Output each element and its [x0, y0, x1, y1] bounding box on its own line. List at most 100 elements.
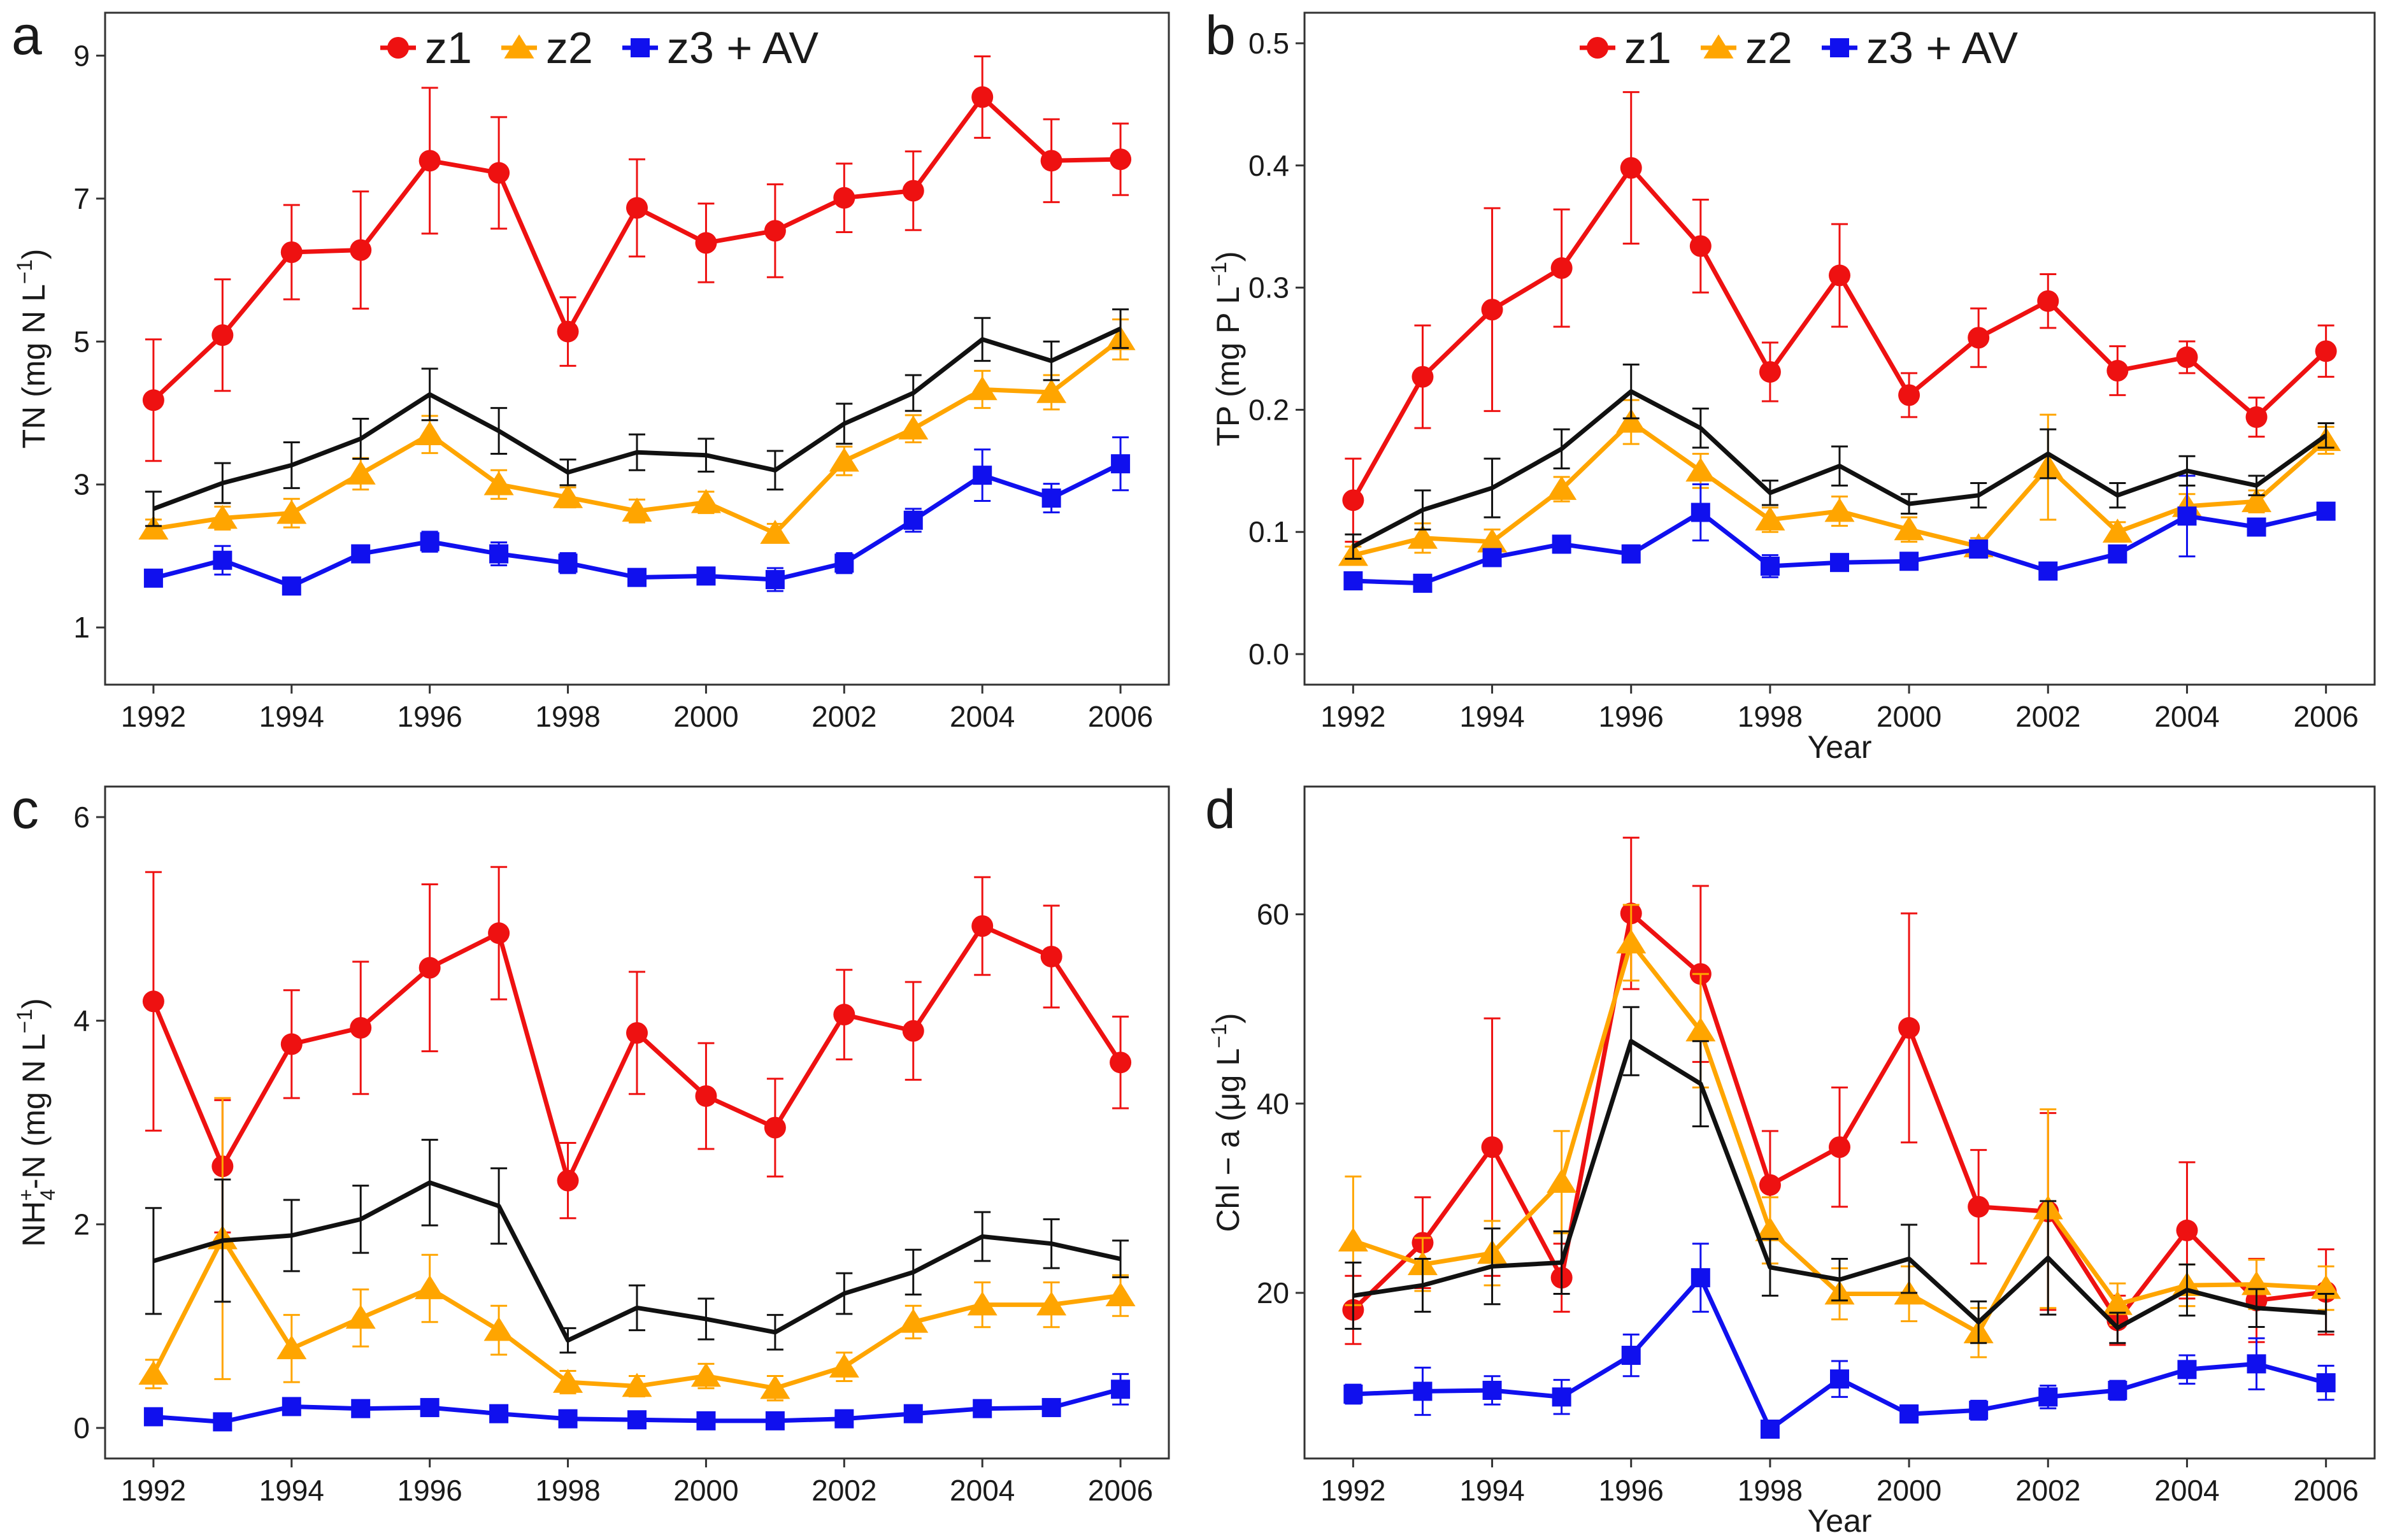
series-line — [1352, 1039, 2326, 1330]
y-tick-label: 0.1 — [1248, 515, 1289, 548]
data-point — [1407, 524, 1438, 549]
data-point — [2176, 346, 2198, 368]
x-tick-label: 1996 — [1599, 700, 1664, 733]
legend-label: z2 — [546, 23, 593, 73]
data-point — [695, 232, 717, 254]
data-point — [2106, 360, 2129, 382]
x-tick-label: 2000 — [673, 1474, 738, 1507]
data-point — [2315, 340, 2337, 362]
legend-marker — [631, 38, 650, 57]
data-point — [971, 86, 994, 108]
x-tick-label: 2004 — [2154, 700, 2219, 733]
data-point — [1111, 1380, 1131, 1399]
data-point — [1755, 506, 1785, 531]
data-point — [207, 504, 238, 529]
data-point — [350, 1016, 372, 1039]
x-tick-label: 1994 — [1459, 700, 1524, 733]
data-point — [143, 568, 163, 588]
data-point — [1691, 503, 1710, 522]
data-point — [1691, 1268, 1710, 1288]
y-tick-label: 0.3 — [1248, 271, 1289, 304]
data-point — [489, 544, 509, 564]
series-z1 — [1342, 91, 2337, 543]
panel-letter: b — [1205, 5, 1236, 66]
data-point — [483, 471, 514, 496]
data-point — [1477, 528, 1508, 553]
data-point — [2247, 1354, 2266, 1374]
data-point — [418, 957, 441, 979]
data-point — [829, 447, 859, 472]
data-point — [1759, 1174, 1781, 1196]
data-point — [558, 1409, 578, 1429]
data-point — [558, 553, 578, 573]
data-point — [1685, 1017, 1716, 1042]
data-point — [1482, 1381, 1502, 1401]
data-point — [2245, 406, 2268, 428]
panel-c: 0 2 4 6 1992 1994 1996 1998 2000 2002 2004 2006 NH+4… — [11, 779, 1170, 1507]
series-mean — [1345, 363, 2334, 560]
y-tick-label: 0.4 — [1248, 149, 1289, 182]
data-point — [971, 915, 994, 937]
data-point — [696, 1411, 716, 1430]
data-point — [557, 320, 579, 343]
data-point — [1616, 929, 1647, 953]
data-point — [282, 1397, 301, 1416]
panel-d: 20 40 60 1992 1994 1996 1998 2000 2002 2004 2006 Ye… — [1205, 779, 2376, 1539]
data-point — [695, 1085, 717, 1107]
legend-marker — [1703, 34, 1734, 59]
series-z1 — [142, 55, 1132, 462]
y-tick-label: 20 — [1257, 1276, 1289, 1309]
data-point — [627, 567, 647, 587]
data-point — [898, 415, 929, 440]
data-point — [276, 1335, 307, 1360]
data-point — [2108, 544, 2127, 564]
data-point — [2241, 488, 2272, 513]
legend-item-z2: z2 — [1701, 23, 1792, 73]
plot-frame — [1303, 785, 2376, 1460]
data-point — [622, 1372, 652, 1397]
data-point — [345, 460, 376, 485]
data-point — [690, 488, 721, 513]
data-point — [1550, 257, 1573, 279]
y-tick-label: 0 — [73, 1411, 90, 1444]
data-point — [213, 550, 232, 570]
y-tick-label: 5 — [73, 325, 90, 358]
data-point — [350, 239, 372, 261]
data-point — [415, 421, 445, 445]
data-point — [1036, 378, 1067, 403]
data-point — [1755, 1216, 1785, 1241]
x-tick-label: 1996 — [397, 1474, 462, 1507]
x-tick-label: 2006 — [2293, 700, 2358, 733]
data-point — [142, 389, 164, 411]
data-point — [488, 162, 510, 184]
data-point — [765, 1411, 785, 1430]
x-tick-label: 1996 — [1599, 1474, 1664, 1507]
data-point — [1830, 553, 1849, 573]
series-z3 — [143, 1372, 1131, 1432]
y-tick-label: 9 — [73, 39, 90, 72]
data-point — [902, 180, 924, 202]
data-point — [1969, 539, 1989, 559]
data-point — [1968, 1195, 1990, 1218]
series-z1 — [142, 866, 1132, 1234]
x-tick-label: 2006 — [1088, 1474, 1153, 1507]
data-point — [626, 1022, 648, 1044]
data-point — [345, 1304, 376, 1329]
x-tick-label: 1998 — [535, 700, 600, 733]
x-tick-label: 2006 — [1088, 700, 1153, 733]
data-point — [2176, 1219, 2198, 1241]
panel-b: 0.0 0.1 0.2 0.3 0.4 0.5 1992 1994 1996 1998 2000 20… — [1205, 5, 2376, 765]
data-point — [2311, 1274, 2342, 1299]
x-tick-label: 2002 — [2015, 700, 2080, 733]
data-point — [420, 1398, 440, 1418]
legend-item-z1: z1 — [1580, 23, 1671, 73]
data-point — [1620, 157, 1642, 179]
data-point — [902, 1020, 924, 1042]
data-point — [2177, 1360, 2197, 1380]
data-point — [1829, 264, 1850, 287]
data-point — [903, 1404, 923, 1423]
y-axis-title: Chl − a (μg L−1) — [1207, 1013, 1246, 1232]
data-point — [211, 324, 234, 346]
data-point — [1110, 1052, 1132, 1074]
data-point — [420, 532, 440, 552]
